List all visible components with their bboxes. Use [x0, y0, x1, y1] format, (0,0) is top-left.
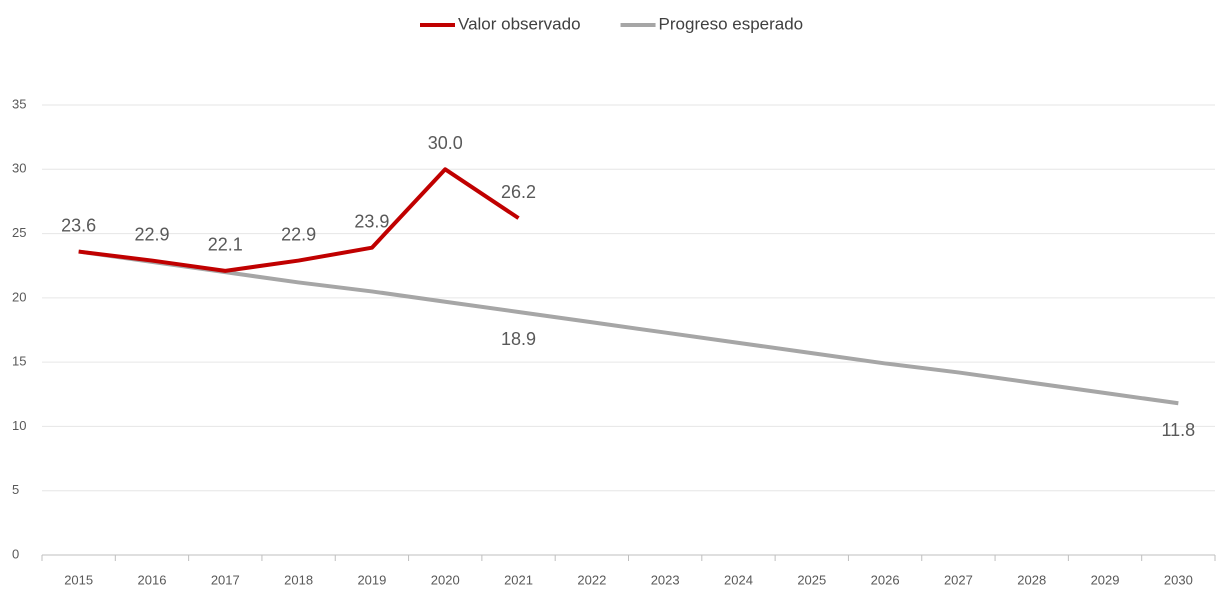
x-tick-label: 2025	[797, 572, 826, 587]
data-label: 11.8	[1161, 420, 1195, 440]
data-label: 23.9	[354, 211, 389, 231]
x-tick-label: 2026	[871, 572, 900, 587]
y-tick-label: 5	[12, 482, 19, 497]
x-tick-label: 2015	[64, 572, 93, 587]
x-tick-label: 2018	[284, 572, 313, 587]
series-line	[78, 249, 1179, 406]
series-line	[78, 167, 520, 273]
x-tick-label: 2028	[1017, 572, 1046, 587]
y-tick-label: 10	[12, 418, 26, 433]
x-tick-label: 2024	[724, 572, 753, 587]
data-label: 23.6	[61, 215, 96, 235]
data-label: 30.0	[428, 133, 463, 153]
y-tick-label: 20	[12, 289, 26, 304]
data-label: 22.9	[134, 224, 169, 244]
data-label: 22.9	[281, 224, 316, 244]
y-tick-label: 30	[12, 161, 26, 176]
x-tick-label: 2030	[1164, 572, 1193, 587]
x-tick-label: 2023	[651, 572, 680, 587]
x-tick-label: 2017	[211, 572, 240, 587]
x-tick-label: 2019	[357, 572, 386, 587]
x-tick-label: 2021	[504, 572, 533, 587]
x-tick-label: 2020	[431, 572, 460, 587]
x-tick-label: 2027	[944, 572, 973, 587]
data-label: 18.9	[501, 329, 536, 349]
x-tick-label: 2022	[577, 572, 606, 587]
y-tick-label: 25	[12, 225, 26, 240]
legend-label: Valor observado	[458, 14, 581, 33]
data-label: 22.1	[208, 235, 243, 255]
y-tick-label: 35	[12, 96, 26, 111]
data-label: 26.2	[501, 182, 536, 202]
x-tick-label: 2016	[138, 572, 167, 587]
legend-label: Progreso esperado	[659, 14, 804, 33]
x-tick-label: 2029	[1091, 572, 1120, 587]
y-tick-label: 0	[12, 546, 19, 561]
y-tick-label: 15	[12, 354, 26, 369]
